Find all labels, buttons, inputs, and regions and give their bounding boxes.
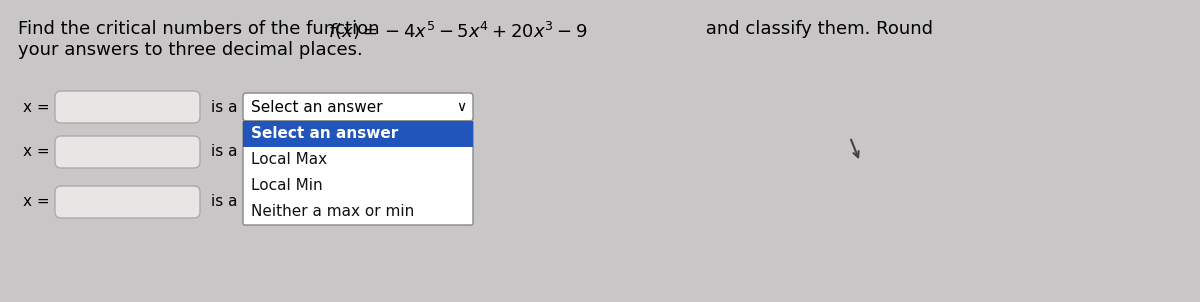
Text: x =: x =: [23, 194, 50, 210]
FancyBboxPatch shape: [242, 93, 473, 121]
FancyBboxPatch shape: [55, 136, 200, 168]
Text: Select an answer: Select an answer: [251, 99, 383, 114]
Text: Find the critical numbers of the function: Find the critical numbers of the functio…: [18, 20, 385, 38]
Text: ∨: ∨: [456, 100, 466, 114]
Text: is a: is a: [211, 144, 238, 159]
FancyBboxPatch shape: [242, 121, 473, 147]
Text: your answers to three decimal places.: your answers to three decimal places.: [18, 41, 362, 59]
Text: is a: is a: [211, 99, 238, 114]
Text: Local Max: Local Max: [251, 153, 328, 168]
FancyBboxPatch shape: [242, 121, 473, 225]
FancyBboxPatch shape: [55, 91, 200, 123]
Text: $f(x) = -4x^5 - 5x^4 + 20x^3 - 9$: $f(x) = -4x^5 - 5x^4 + 20x^3 - 9$: [328, 20, 588, 42]
FancyBboxPatch shape: [55, 186, 200, 218]
Text: x =: x =: [23, 144, 50, 159]
Text: is a: is a: [211, 194, 238, 210]
Text: Neither a max or min: Neither a max or min: [251, 204, 414, 220]
Text: and classify them. Round: and classify them. Round: [700, 20, 934, 38]
Text: Select an answer: Select an answer: [251, 127, 398, 142]
Text: x =: x =: [23, 99, 50, 114]
Text: Local Min: Local Min: [251, 178, 323, 194]
